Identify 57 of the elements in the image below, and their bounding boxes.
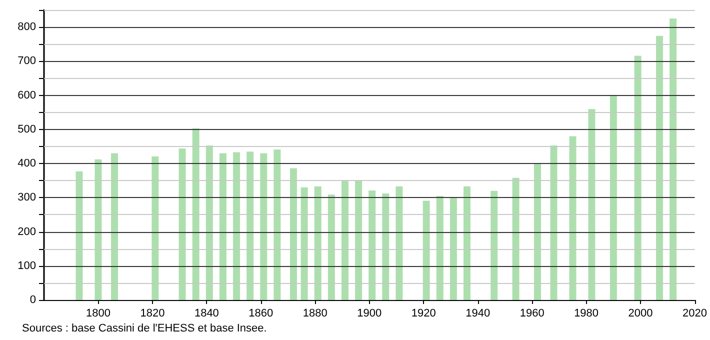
bar	[111, 153, 118, 300]
bar	[290, 168, 297, 300]
bar	[300, 187, 308, 300]
bar	[634, 56, 642, 300]
bar	[422, 200, 430, 300]
bar	[396, 186, 403, 300]
bar	[670, 18, 677, 300]
y-tick-label: 700	[18, 55, 36, 68]
x-tick-label: 2000	[628, 308, 653, 320]
bar	[219, 153, 226, 300]
y-tick-label: 500	[18, 123, 36, 136]
bar	[490, 190, 498, 300]
x-tick-label: 1880	[302, 308, 328, 320]
bar	[206, 145, 213, 300]
bar	[341, 180, 348, 300]
x-tick-label: 2020	[682, 308, 708, 320]
x-tick-label: 1860	[248, 308, 274, 320]
bar	[450, 198, 457, 300]
x-tick-label: 1980	[574, 308, 599, 320]
bar	[94, 159, 102, 300]
bar	[274, 150, 281, 300]
bar	[260, 153, 268, 300]
bar	[534, 164, 541, 300]
bar	[314, 186, 322, 300]
bar	[233, 152, 240, 300]
bar	[569, 136, 576, 300]
y-tick-label: 300	[18, 192, 36, 204]
bar	[656, 36, 664, 300]
bar	[246, 152, 254, 300]
bar	[512, 178, 520, 300]
bar	[355, 180, 362, 300]
bar	[368, 190, 376, 300]
bar	[76, 171, 83, 300]
y-tick-label: 600	[18, 89, 36, 102]
y-tick-label: 100	[18, 260, 36, 272]
bar	[550, 145, 558, 300]
y-tick-label: 800	[18, 21, 36, 34]
bar	[588, 108, 596, 300]
x-tick-label: 1820	[140, 308, 165, 320]
y-tick-label: 0	[30, 294, 36, 306]
x-tick-label: 1800	[86, 308, 110, 320]
bar	[328, 194, 335, 300]
bar	[192, 128, 200, 300]
bar	[436, 196, 444, 300]
x-tick-label: 1900	[357, 308, 382, 320]
y-tick-label: 400	[18, 158, 36, 170]
bar	[178, 148, 186, 300]
x-tick-label: 1840	[194, 308, 219, 320]
x-tick-label: 1920	[411, 308, 436, 320]
x-tick-label: 1940	[466, 308, 490, 320]
bar	[152, 156, 159, 300]
source-note: Sources : base Cassini de l'EHESS et base Insee.	[22, 322, 267, 334]
bar	[382, 194, 390, 300]
x-tick-label: 1960	[520, 308, 544, 320]
bar	[463, 186, 470, 300]
bar	[610, 95, 617, 300]
y-tick-label: 200	[18, 226, 36, 238]
